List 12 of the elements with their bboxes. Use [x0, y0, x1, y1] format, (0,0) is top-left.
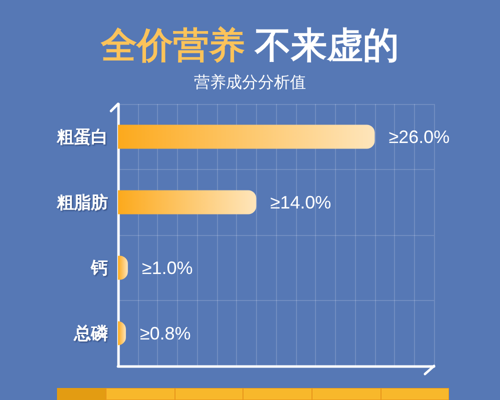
- y-tick-label: 粗脂肪: [56, 192, 108, 212]
- data-label: ≥26.0%: [388, 126, 450, 147]
- y-tick-label: 粗蛋白: [56, 127, 108, 146]
- y-tick-label: 总磷: [73, 324, 109, 343]
- bar: [118, 124, 375, 149]
- bar: [118, 190, 256, 214]
- chart-title: 全价营养 不来虚的: [100, 24, 399, 66]
- data-label: ≥0.8%: [140, 323, 191, 344]
- y-tick-label: 钙: [90, 258, 108, 278]
- chart-subtitle: 营养成分分析值: [194, 74, 306, 92]
- data-label: ≥14.0%: [270, 192, 332, 212]
- data-label: ≥1.0%: [142, 258, 193, 278]
